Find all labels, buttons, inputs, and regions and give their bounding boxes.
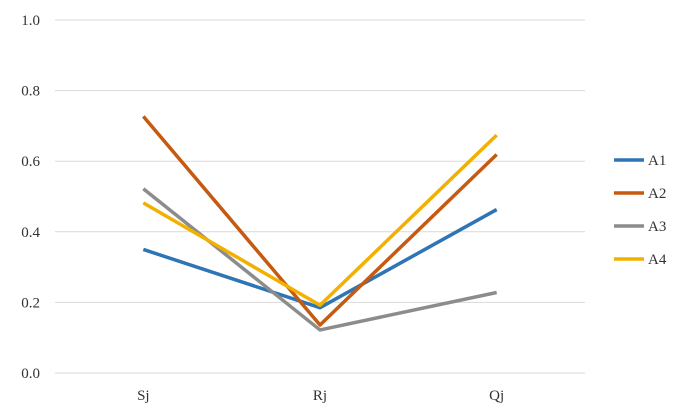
y-tick-label: 0.6 xyxy=(21,154,40,170)
x-tick-label: Sj xyxy=(137,388,150,404)
legend-label: A1 xyxy=(648,153,666,169)
y-tick-label: 0.0 xyxy=(21,366,40,382)
series-line-a1 xyxy=(142,208,498,310)
legend-label: A3 xyxy=(648,219,666,235)
legend: A1 A2 A3 A4 xyxy=(614,153,667,268)
gridlines xyxy=(55,19,585,374)
series-line-a4 xyxy=(142,133,498,307)
y-tick-label: 0.8 xyxy=(21,84,40,100)
y-tick-label: 1.0 xyxy=(21,13,40,29)
y-tick-label: 0.4 xyxy=(21,225,40,241)
series-line-a2 xyxy=(141,115,498,327)
y-axis-tick-labels: 0.0 0.2 0.4 0.6 0.8 1.0 xyxy=(21,13,40,382)
legend-label: A4 xyxy=(648,252,667,268)
y-tick-label: 0.2 xyxy=(21,295,40,311)
series-lines xyxy=(141,115,498,332)
legend-label: A2 xyxy=(648,186,666,202)
x-tick-label: Rj xyxy=(313,388,327,404)
x-tick-label: Qj xyxy=(489,388,504,404)
x-axis-tick-labels: Sj Rj Qj xyxy=(137,388,504,404)
